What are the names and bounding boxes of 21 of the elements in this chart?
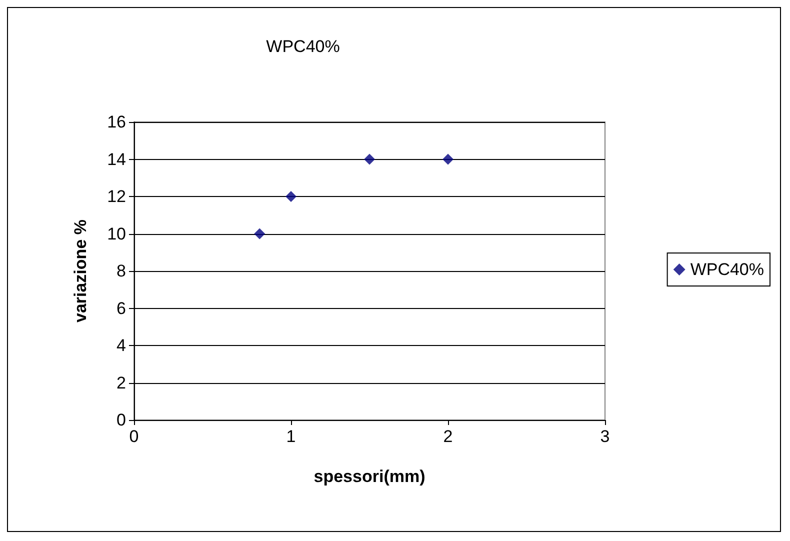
point bbox=[364, 154, 375, 165]
y-tick-label: 16 bbox=[107, 112, 126, 132]
y-tick-label: 14 bbox=[107, 150, 126, 169]
x-tick-label: 2 bbox=[443, 427, 453, 446]
y-tick-label: 2 bbox=[116, 373, 126, 392]
y-tick-label: 10 bbox=[107, 224, 126, 244]
x-tick-label: 0 bbox=[129, 427, 139, 446]
y-tick-label: 0 bbox=[116, 410, 126, 430]
legend-label: WPC40% bbox=[690, 260, 764, 279]
y-axis-title: variazione % bbox=[71, 220, 90, 322]
point bbox=[286, 191, 296, 202]
y-tick-label: 12 bbox=[107, 187, 126, 206]
chart-title: WPC40% bbox=[266, 37, 340, 56]
x-axis-title: spessori(mm) bbox=[314, 467, 426, 486]
y-tick-label: 8 bbox=[116, 262, 126, 280]
y-tick-label: 4 bbox=[116, 336, 126, 355]
x-tick-label: 1 bbox=[286, 427, 296, 446]
y-tick-label: 6 bbox=[116, 298, 126, 318]
point bbox=[254, 228, 266, 240]
point bbox=[442, 154, 454, 165]
x-tick-label: 3 bbox=[600, 427, 610, 446]
